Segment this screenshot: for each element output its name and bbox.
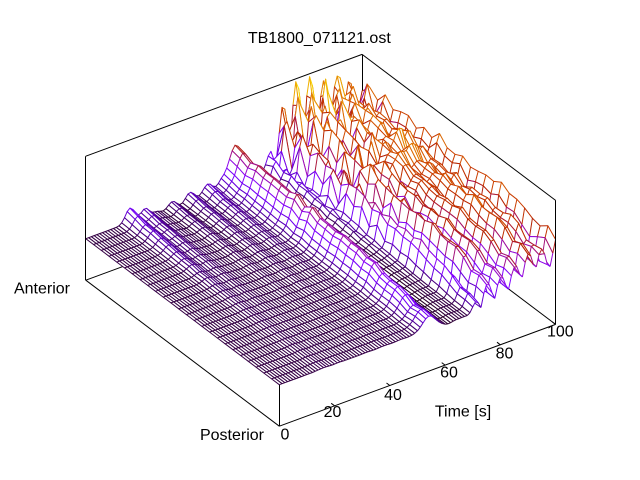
svg-text:80: 80 bbox=[496, 346, 514, 363]
svg-text:Time [s]: Time [s] bbox=[435, 404, 491, 421]
svg-text:TB1800_071121.ost: TB1800_071121.ost bbox=[248, 30, 391, 47]
svg-text:Posterior: Posterior bbox=[200, 427, 265, 444]
svg-text:0: 0 bbox=[281, 427, 290, 444]
svg-text:60: 60 bbox=[440, 365, 458, 382]
svg-text:40: 40 bbox=[384, 387, 402, 404]
svg-text:20: 20 bbox=[324, 404, 342, 421]
svg-text:Anterior: Anterior bbox=[14, 281, 71, 298]
svg-text:100: 100 bbox=[547, 323, 574, 340]
